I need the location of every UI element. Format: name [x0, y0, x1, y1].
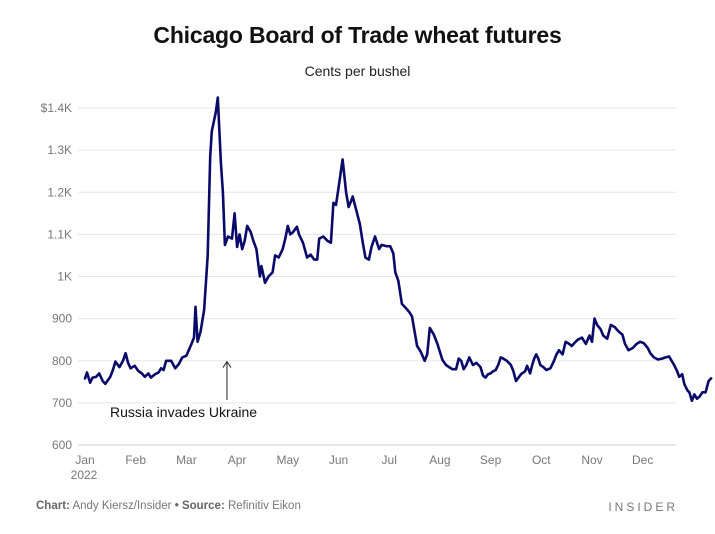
chart-subtitle: Cents per bushel — [304, 63, 411, 79]
chart-credit-label: Chart: — [36, 500, 70, 512]
x-tick-label: Feb — [125, 453, 146, 467]
y-tick-label: 1.1K — [47, 227, 72, 241]
insider-logo: INSIDER — [608, 500, 678, 514]
x-tick-label: Apr — [228, 453, 247, 467]
chart-credits: Chart: Andy Kiersz/Insider • Source: Ref… — [36, 500, 301, 512]
y-tick-label: 1K — [57, 270, 72, 284]
x-tick-label: Aug — [429, 453, 450, 467]
y-tick-label: 1.3K — [47, 143, 72, 157]
x-tick-label: Jun — [329, 453, 348, 467]
y-tick-label: 900 — [52, 312, 72, 326]
wheat-price-line — [83, 96, 713, 403]
x-tick-label: Jan — [75, 453, 94, 467]
annotation-label: Russia invades Ukraine — [110, 404, 257, 420]
y-tick-label: 1.2K — [47, 185, 72, 199]
y-tick-label: $1.4K — [41, 101, 72, 115]
x-tick-label: Jul — [382, 453, 397, 467]
annotation-arrow-head — [222, 360, 232, 368]
x-tick-label: Dec — [632, 453, 653, 467]
chart-credit-author: Andy Kiersz/Insider — [72, 500, 172, 512]
y-tick-label: 600 — [52, 438, 72, 452]
x-tick-label: Oct — [532, 453, 551, 467]
y-tick-label: 700 — [52, 396, 72, 410]
chart-title: Chicago Board of Trade wheat futures — [153, 22, 562, 48]
y-tick-label: 800 — [52, 354, 72, 368]
credit-separator: • — [174, 500, 179, 512]
source-label: Source: — [181, 500, 225, 512]
x-tick-label: Sep — [480, 453, 502, 467]
source-credit: Refinitiv Eikon — [227, 500, 301, 512]
x-tick-sublabel: 2022 — [71, 468, 98, 482]
x-tick-label: Nov — [581, 453, 602, 467]
x-tick-label: Mar — [176, 453, 197, 467]
x-tick-label: May — [276, 453, 299, 467]
